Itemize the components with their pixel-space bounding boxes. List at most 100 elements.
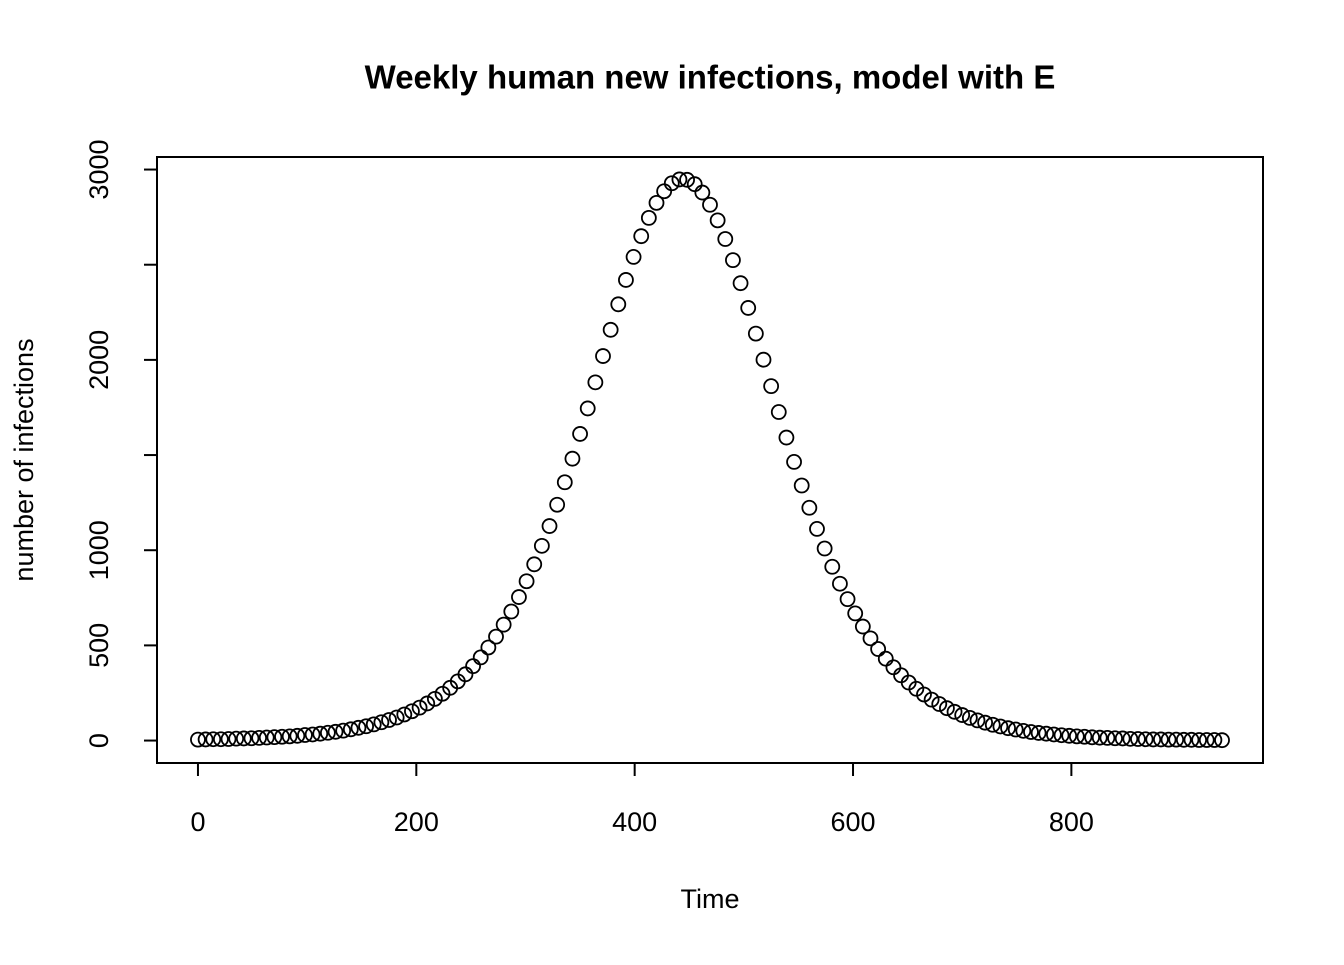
- point: [327, 723, 344, 740]
- point: [1145, 731, 1162, 748]
- point: [839, 591, 856, 608]
- point: [923, 691, 940, 708]
- point: [931, 696, 948, 712]
- point: [1068, 728, 1085, 745]
- point: [992, 718, 1009, 735]
- point: [824, 558, 841, 575]
- point: [1053, 727, 1070, 744]
- point: [289, 727, 306, 744]
- y-tick-label: 1000: [84, 520, 114, 580]
- point: [381, 712, 397, 728]
- point: [1206, 732, 1223, 748]
- point: [725, 252, 741, 269]
- point: [1183, 731, 1200, 748]
- point: [618, 272, 634, 288]
- point: [312, 725, 329, 742]
- point: [969, 712, 986, 729]
- point: [587, 374, 604, 391]
- point: [205, 731, 222, 748]
- point: [488, 628, 504, 645]
- point: [870, 641, 887, 657]
- point: [1007, 721, 1024, 738]
- point: [350, 719, 367, 736]
- point: [556, 474, 573, 491]
- point: [564, 450, 581, 467]
- point: [258, 729, 275, 746]
- point: [579, 400, 596, 417]
- point: [197, 731, 214, 748]
- point: [373, 714, 390, 731]
- point: [602, 321, 619, 338]
- point: [1084, 729, 1101, 746]
- point: [740, 300, 757, 316]
- point: [404, 703, 420, 720]
- point: [793, 477, 810, 494]
- point: [816, 540, 833, 557]
- point: [809, 521, 825, 537]
- point: [732, 275, 749, 292]
- point: [243, 730, 260, 747]
- point: [755, 351, 772, 368]
- point: [472, 649, 489, 666]
- point: [671, 171, 688, 188]
- point: [633, 228, 650, 245]
- point: [1099, 729, 1116, 746]
- point: [1030, 725, 1047, 741]
- point: [1137, 731, 1154, 748]
- point: [388, 709, 405, 726]
- point: [251, 729, 268, 746]
- point: [801, 499, 818, 516]
- point: [297, 727, 313, 743]
- point: [1191, 732, 1208, 748]
- point: [274, 728, 290, 745]
- point: [572, 426, 588, 442]
- point: [770, 404, 787, 420]
- point: [1091, 729, 1108, 746]
- point: [1168, 731, 1185, 748]
- point: [533, 537, 550, 554]
- plot-box: [156, 156, 1264, 764]
- point: [679, 171, 695, 188]
- point: [358, 718, 374, 735]
- y-tick-label: 0: [84, 733, 114, 748]
- point: [663, 175, 680, 192]
- point: [266, 729, 283, 746]
- point: [1046, 726, 1062, 743]
- point: [480, 639, 497, 656]
- point: [648, 194, 665, 211]
- point: [877, 650, 894, 667]
- point: [854, 618, 871, 635]
- point: [977, 714, 994, 731]
- point: [847, 605, 864, 622]
- point: [365, 716, 382, 733]
- point: [717, 231, 734, 247]
- point: [503, 603, 520, 620]
- point: [961, 710, 978, 726]
- point: [595, 348, 611, 364]
- point: [396, 706, 413, 723]
- point: [786, 454, 802, 470]
- x-tick-label: 800: [1049, 807, 1094, 837]
- point: [190, 731, 206, 748]
- point: [304, 726, 321, 743]
- point: [235, 730, 252, 747]
- point: [526, 556, 543, 573]
- y-tick-label: 500: [84, 623, 114, 668]
- point: [541, 518, 558, 534]
- y-tick-label: 2000: [84, 330, 114, 390]
- point: [335, 722, 352, 739]
- point: [610, 296, 627, 313]
- point: [954, 707, 971, 723]
- point: [1152, 731, 1169, 748]
- point: [747, 325, 764, 342]
- point: [656, 183, 673, 200]
- chart-title: Weekly human new infections, model with …: [365, 59, 1056, 96]
- point: [1122, 730, 1139, 747]
- point: [832, 575, 848, 592]
- point: [411, 699, 428, 716]
- point: [1214, 732, 1230, 749]
- point: [939, 700, 955, 717]
- point: [984, 716, 1001, 733]
